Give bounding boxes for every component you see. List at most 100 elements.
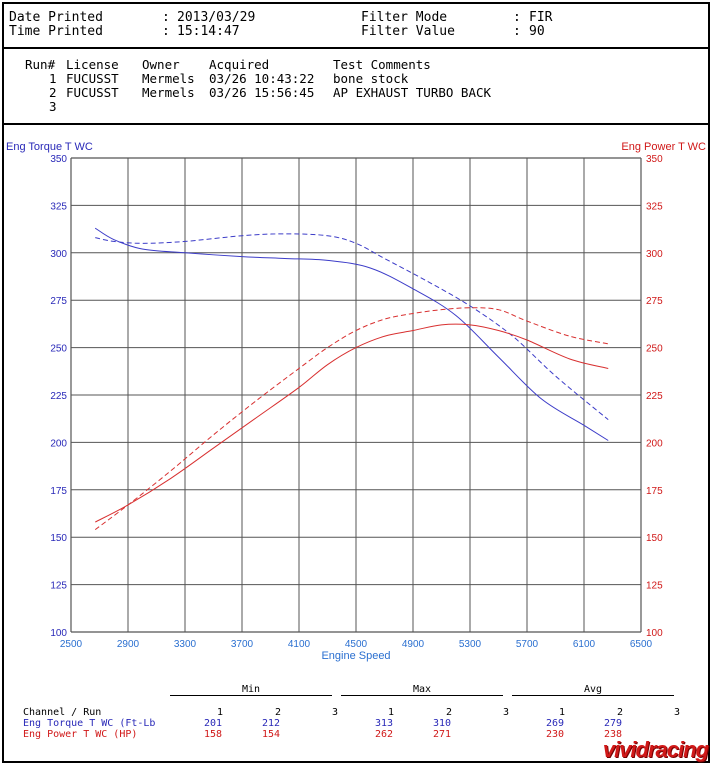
x-tick-label: 5700 <box>516 639 539 650</box>
run-row-2-run: 2 <box>49 85 57 100</box>
torque-min-2: 212 <box>262 718 281 729</box>
y-left-tick-label: 325 <box>50 201 67 212</box>
y-right-tick-label: 300 <box>646 249 663 260</box>
x-tick-label: 4100 <box>288 639 311 650</box>
y-left-tick-label: 350 <box>50 154 67 165</box>
run-col-owner: Owner <box>142 57 180 72</box>
min-run-3: 3 <box>332 707 339 718</box>
min-run-1: 1 <box>217 707 224 718</box>
chart-grid <box>70 157 642 633</box>
max-run-3: 3 <box>503 707 510 718</box>
run-col-acquired: Acquired <box>209 57 270 72</box>
time-printed-value: 15:14:47 <box>177 24 240 39</box>
y-right-tick-label: 100 <box>646 628 663 639</box>
x-tick-label: 2500 <box>60 639 83 650</box>
x-tick-label: 2900 <box>117 639 140 650</box>
y-right-tick-label: 275 <box>646 296 663 307</box>
y-right-tick-label: 225 <box>646 391 663 402</box>
torque-row-label: Eng Torque T WC (Ft-Lb <box>23 718 156 729</box>
filter-mode-value: FIR <box>529 10 553 25</box>
avg-run-1: 1 <box>559 707 566 718</box>
y-right-tick-label: 175 <box>646 486 663 497</box>
y-left-tick-label: 175 <box>50 486 67 497</box>
y-left-tick-label: 225 <box>50 391 67 402</box>
run-row-2-owner: Mermels <box>142 85 195 100</box>
runs-divider <box>2 123 710 125</box>
power-max-1: 262 <box>375 729 394 740</box>
y-right-tick-label: 125 <box>646 581 663 592</box>
y-right-tick-label: 200 <box>646 438 663 449</box>
y-right-tick-label: 250 <box>646 344 663 355</box>
series-line-power-run2 <box>94 307 609 531</box>
run-col-run: Run# <box>25 57 56 72</box>
torque-max-2: 310 <box>433 718 452 729</box>
max-run-2: 2 <box>446 707 453 718</box>
power-min-1: 158 <box>204 729 223 740</box>
x-tick-label: 5300 <box>459 639 482 650</box>
x-tick-label: 6100 <box>573 639 596 650</box>
time-printed-label: Time Printed <box>9 24 103 39</box>
y-right-tick-label: 350 <box>646 154 663 165</box>
y-left-tick-label: 125 <box>50 581 67 592</box>
filter-value-value: 90 <box>529 24 545 39</box>
summary-group-avg: Avg <box>584 684 603 695</box>
torque-min-1: 201 <box>204 718 223 729</box>
run-row-2-acquired: 03/26 15:56:45 <box>209 85 315 100</box>
power-row-label: Eng Power T WC (HP) <box>23 729 138 740</box>
run-row-2-license: FUCUSST <box>66 85 119 100</box>
power-avg-1: 230 <box>546 729 565 740</box>
summary-group-max: Max <box>413 684 432 695</box>
y-right-tick-label: 325 <box>646 201 663 212</box>
y-left-tick-label: 100 <box>50 628 67 639</box>
run-row-1-comment: bone stock <box>333 71 409 86</box>
avg-run-3: 3 <box>674 707 681 718</box>
avg-run-2: 2 <box>617 707 624 718</box>
filter-value-label: Filter Value <box>361 24 455 39</box>
run-col-comments: Test Comments <box>333 57 431 72</box>
run-row-1-owner: Mermels <box>142 71 195 86</box>
right-axis-title: Eng Power T WC <box>621 141 706 153</box>
y-left-tick-label: 300 <box>50 249 67 260</box>
torque-avg-1: 269 <box>546 718 565 729</box>
y-left-tick-label: 150 <box>50 533 67 544</box>
run-row-1-acquired: 03/26 10:43:22 <box>209 71 315 86</box>
filter-mode-label: Filter Mode <box>361 10 448 25</box>
dyno-chart: Eng Torque T WC Eng Power T WC 2500 2900 3… <box>6 141 706 662</box>
torque-avg-2: 279 <box>604 718 623 729</box>
date-printed-label: Date Printed <box>9 10 103 25</box>
header-divider <box>2 47 710 49</box>
chart-series <box>94 227 609 531</box>
torque-max-1: 313 <box>375 718 394 729</box>
max-run-1: 1 <box>388 707 395 718</box>
x-tick-label: 3700 <box>231 639 254 650</box>
max-rule <box>341 695 503 696</box>
x-tick-label: 4900 <box>402 639 425 650</box>
channel-run-label: Channel / Run <box>23 707 102 718</box>
min-run-2: 2 <box>275 707 282 718</box>
series-line-power-run1 <box>94 323 609 523</box>
vividracing-logo: vividracing <box>602 737 709 762</box>
series-line-torque-run1 <box>94 227 609 441</box>
run-row-2-comment: AP EXHAUST TURBO BACK <box>333 85 492 100</box>
series-line-torque-run2 <box>95 233 609 421</box>
min-rule <box>170 695 332 696</box>
power-min-2: 154 <box>262 729 281 740</box>
date-printed-sep: : <box>162 10 170 25</box>
y-left-tick-label: 200 <box>50 438 67 449</box>
date-printed-value: 2013/03/29 <box>177 10 256 25</box>
x-axis-title: Engine Speed <box>321 650 390 662</box>
filter-mode-sep: : <box>513 10 521 25</box>
avg-rule <box>512 695 674 696</box>
power-avg-2: 238 <box>604 729 623 740</box>
left-axis-title: Eng Torque T WC <box>6 141 93 153</box>
y-right-tick-label: 150 <box>646 533 663 544</box>
y-left-tick-label: 275 <box>50 296 67 307</box>
run-row-1-run: 1 <box>49 71 57 86</box>
run-row-1-license: FUCUSST <box>66 71 119 86</box>
x-tick-label: 3300 <box>174 639 197 650</box>
time-printed-sep: : <box>162 24 170 39</box>
power-max-2: 271 <box>433 729 452 740</box>
chart-ticks: 2500 2900 3300 3700 4100 4500 4900 5300 5700 6100… <box>50 154 663 650</box>
x-tick-label: 4500 <box>345 639 368 650</box>
